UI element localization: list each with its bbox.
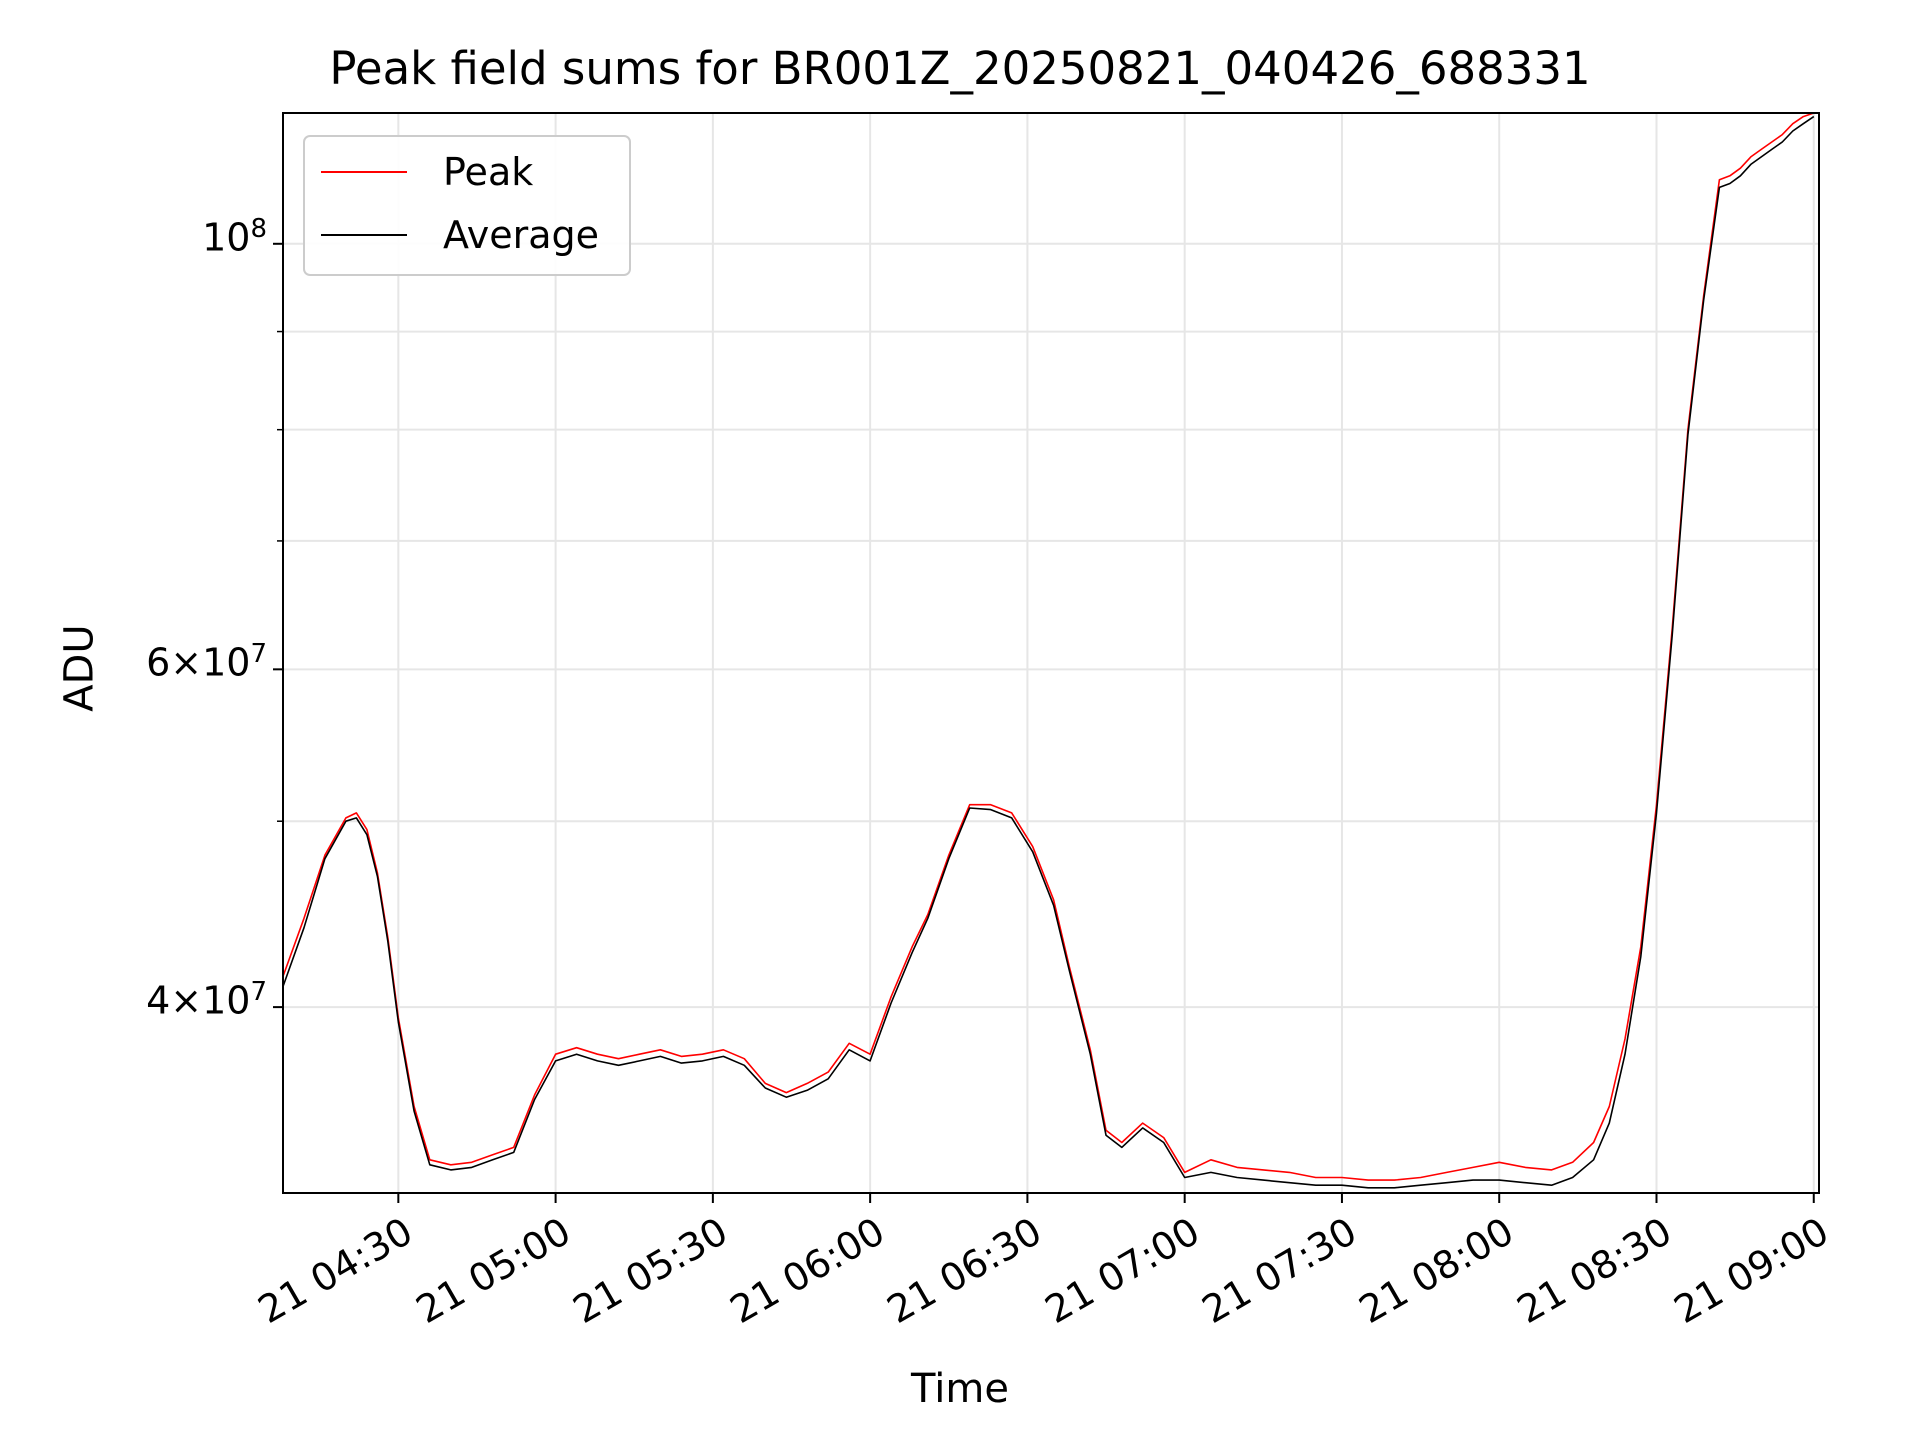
plot-frame [282, 112, 1820, 1194]
y-tick-label: 108 [202, 214, 267, 260]
legend-swatch-average [321, 234, 407, 236]
y-tick-label-exponent: 7 [250, 977, 267, 1008]
chart-title: Peak field sums for BR001Z_20250821_0404… [329, 42, 1591, 95]
y-axis-label: ADU [56, 624, 103, 712]
y-tick-label-base: 10 [202, 215, 251, 260]
legend-item-average: Average [321, 210, 599, 260]
x-axis-label: Time [911, 1366, 1009, 1412]
series-line-average [282, 115, 1815, 1189]
y-tick-label-base: 6×10 [146, 640, 251, 685]
legend: Peak Average [303, 135, 631, 276]
y-tick-label-exponent: 8 [250, 213, 267, 244]
y-tick-label-base: 4×10 [146, 978, 251, 1023]
grid [283, 113, 1819, 1193]
legend-item-peak: Peak [321, 147, 533, 197]
legend-label-average: Average [443, 213, 600, 257]
y-tick-label: 6×107 [146, 639, 267, 685]
y-tick-label: 4×107 [146, 977, 267, 1023]
legend-label-peak: Peak [443, 150, 534, 194]
y-tick-label-exponent: 7 [250, 639, 267, 670]
series-layer [282, 112, 1815, 1189]
legend-swatch-peak [321, 171, 407, 173]
series-line-peak [282, 112, 1815, 1181]
ticks [273, 242, 1815, 1203]
